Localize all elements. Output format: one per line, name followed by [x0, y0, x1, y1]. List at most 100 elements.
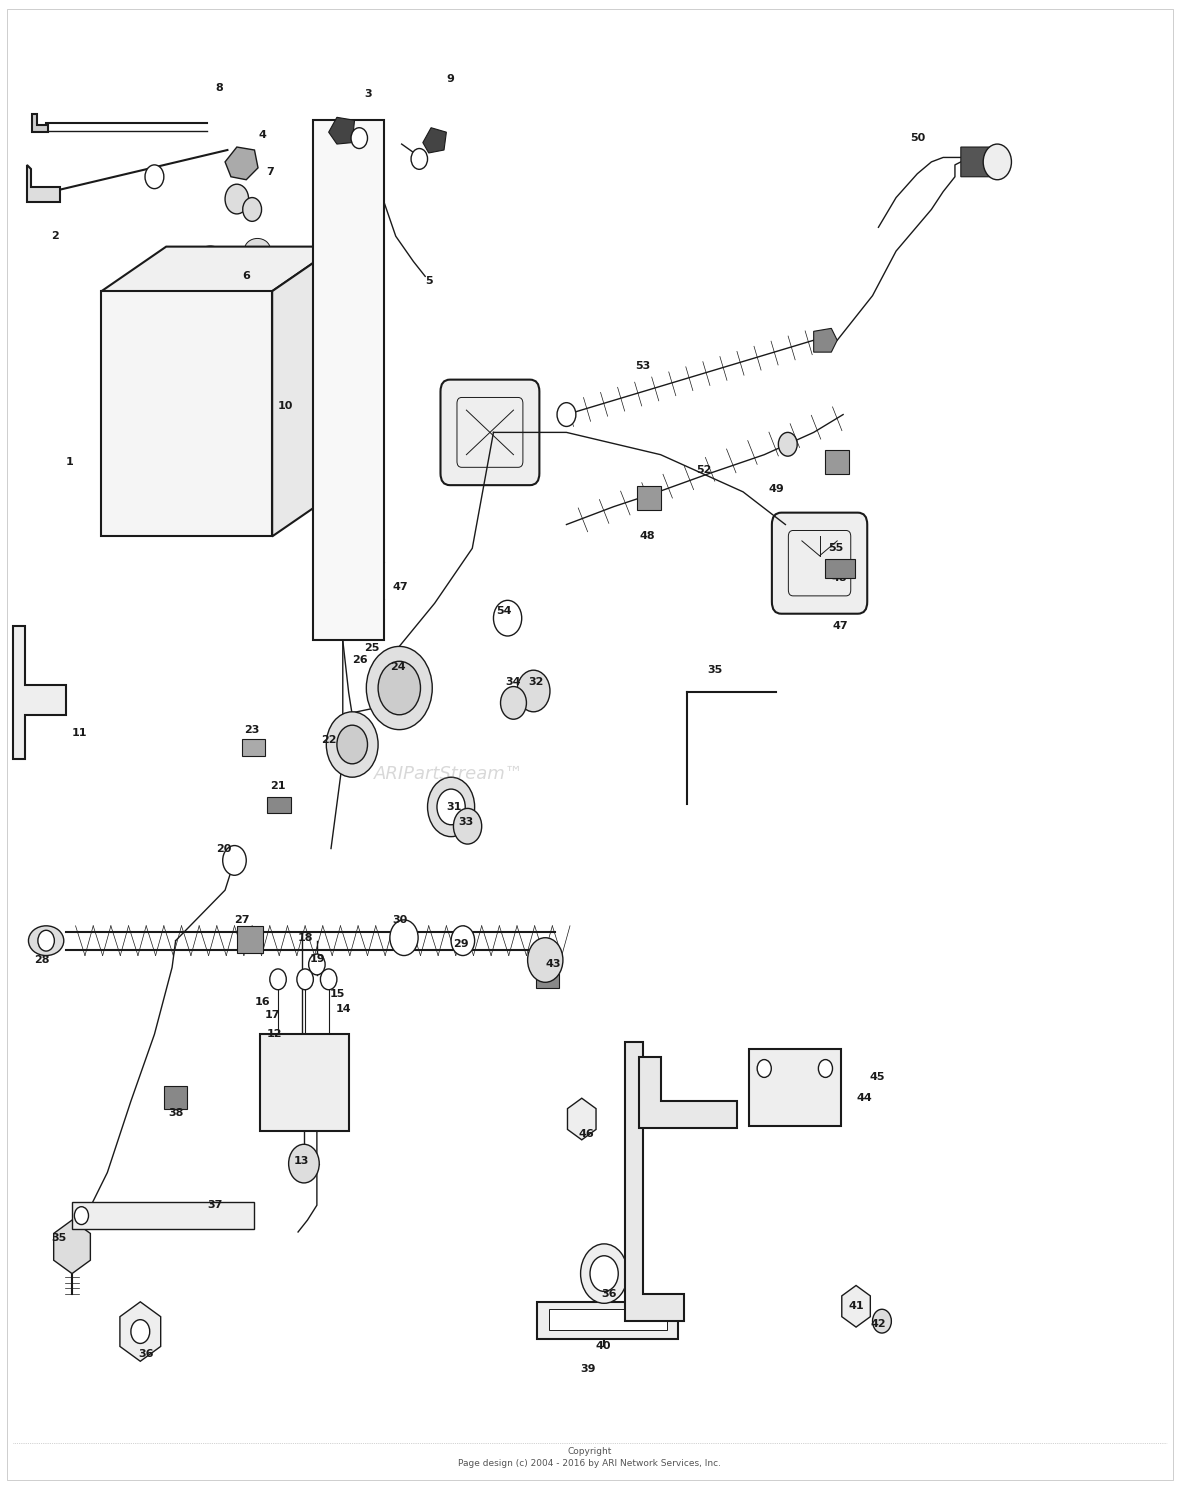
Polygon shape	[53, 1219, 91, 1273]
Polygon shape	[826, 450, 848, 474]
Circle shape	[243, 198, 262, 222]
Ellipse shape	[244, 238, 270, 261]
Polygon shape	[120, 1301, 160, 1361]
Text: 20: 20	[216, 844, 231, 853]
Circle shape	[327, 712, 378, 777]
Text: 42: 42	[870, 1319, 886, 1330]
Text: 49: 49	[769, 484, 785, 494]
Text: 48: 48	[640, 532, 655, 542]
Circle shape	[581, 1243, 628, 1303]
Ellipse shape	[262, 253, 288, 275]
Text: 12: 12	[267, 1029, 282, 1039]
Circle shape	[223, 846, 247, 876]
Circle shape	[590, 1255, 618, 1291]
Text: 40: 40	[596, 1342, 611, 1352]
Circle shape	[517, 670, 550, 712]
Circle shape	[270, 969, 287, 990]
Circle shape	[557, 402, 576, 426]
Polygon shape	[32, 115, 48, 133]
Bar	[101, 292, 273, 536]
Text: 38: 38	[169, 1108, 184, 1118]
Circle shape	[378, 661, 420, 715]
Text: 6: 6	[243, 271, 250, 281]
Circle shape	[366, 646, 432, 730]
Bar	[749, 1050, 840, 1127]
FancyBboxPatch shape	[440, 380, 539, 485]
Text: 39: 39	[581, 1364, 596, 1374]
Text: 16: 16	[255, 996, 270, 1007]
FancyBboxPatch shape	[772, 512, 867, 613]
Circle shape	[411, 149, 427, 170]
Text: 50: 50	[910, 133, 925, 143]
Text: 18: 18	[299, 932, 314, 943]
Polygon shape	[841, 1285, 871, 1327]
Ellipse shape	[168, 268, 194, 290]
Text: 11: 11	[72, 728, 87, 737]
Circle shape	[54, 1224, 90, 1269]
Text: 2: 2	[51, 231, 59, 241]
Circle shape	[758, 1060, 772, 1078]
Text: 55: 55	[828, 543, 843, 554]
Circle shape	[225, 185, 249, 214]
Text: 33: 33	[458, 817, 473, 826]
Circle shape	[337, 725, 367, 764]
Text: 13: 13	[294, 1155, 309, 1166]
Circle shape	[844, 1291, 867, 1321]
Ellipse shape	[215, 261, 241, 283]
Text: Page design (c) 2004 - 2016 by ARI Network Services, Inc.: Page design (c) 2004 - 2016 by ARI Netwo…	[459, 1459, 721, 1468]
Text: 26: 26	[352, 655, 368, 664]
Text: 14: 14	[336, 1004, 352, 1014]
Text: 9: 9	[446, 73, 454, 83]
Text: 36: 36	[602, 1289, 617, 1300]
Bar	[261, 1035, 348, 1132]
Circle shape	[819, 1060, 833, 1078]
Text: 35: 35	[51, 1233, 66, 1243]
Polygon shape	[242, 739, 266, 756]
Text: 10: 10	[278, 402, 294, 411]
Ellipse shape	[197, 246, 223, 268]
Bar	[314, 121, 384, 640]
Polygon shape	[225, 147, 258, 180]
Circle shape	[500, 686, 526, 719]
Text: 44: 44	[856, 1093, 872, 1103]
Text: 30: 30	[392, 914, 407, 925]
Text: 41: 41	[848, 1301, 865, 1312]
Text: 36: 36	[138, 1349, 153, 1359]
Bar	[549, 1309, 667, 1330]
Circle shape	[427, 777, 474, 837]
Polygon shape	[961, 147, 996, 177]
Text: 35: 35	[708, 666, 723, 675]
Circle shape	[389, 920, 418, 956]
Text: Copyright: Copyright	[568, 1447, 612, 1456]
Text: 15: 15	[330, 989, 346, 999]
Polygon shape	[568, 1099, 596, 1141]
Bar	[537, 1301, 678, 1339]
Text: 52: 52	[696, 465, 712, 475]
Text: 37: 37	[208, 1200, 223, 1211]
Text: 47: 47	[392, 582, 408, 593]
Text: 25: 25	[363, 643, 379, 652]
Text: 27: 27	[235, 914, 250, 925]
Polygon shape	[422, 128, 446, 153]
Circle shape	[350, 128, 367, 149]
Circle shape	[779, 432, 798, 456]
Circle shape	[983, 144, 1011, 180]
Text: 32: 32	[529, 677, 544, 686]
Text: 48: 48	[832, 573, 847, 584]
Polygon shape	[13, 625, 66, 759]
Text: 53: 53	[635, 360, 650, 371]
Text: 31: 31	[446, 803, 461, 812]
Circle shape	[289, 1144, 320, 1182]
Text: 8: 8	[216, 82, 223, 92]
Circle shape	[38, 931, 54, 951]
Circle shape	[527, 938, 563, 983]
Polygon shape	[814, 329, 838, 351]
Polygon shape	[826, 558, 854, 578]
Polygon shape	[637, 485, 661, 509]
Circle shape	[123, 1309, 158, 1354]
Circle shape	[570, 1105, 594, 1135]
Circle shape	[451, 926, 474, 956]
Text: 7: 7	[267, 167, 274, 177]
Text: 21: 21	[270, 782, 286, 791]
Text: 34: 34	[505, 677, 520, 686]
